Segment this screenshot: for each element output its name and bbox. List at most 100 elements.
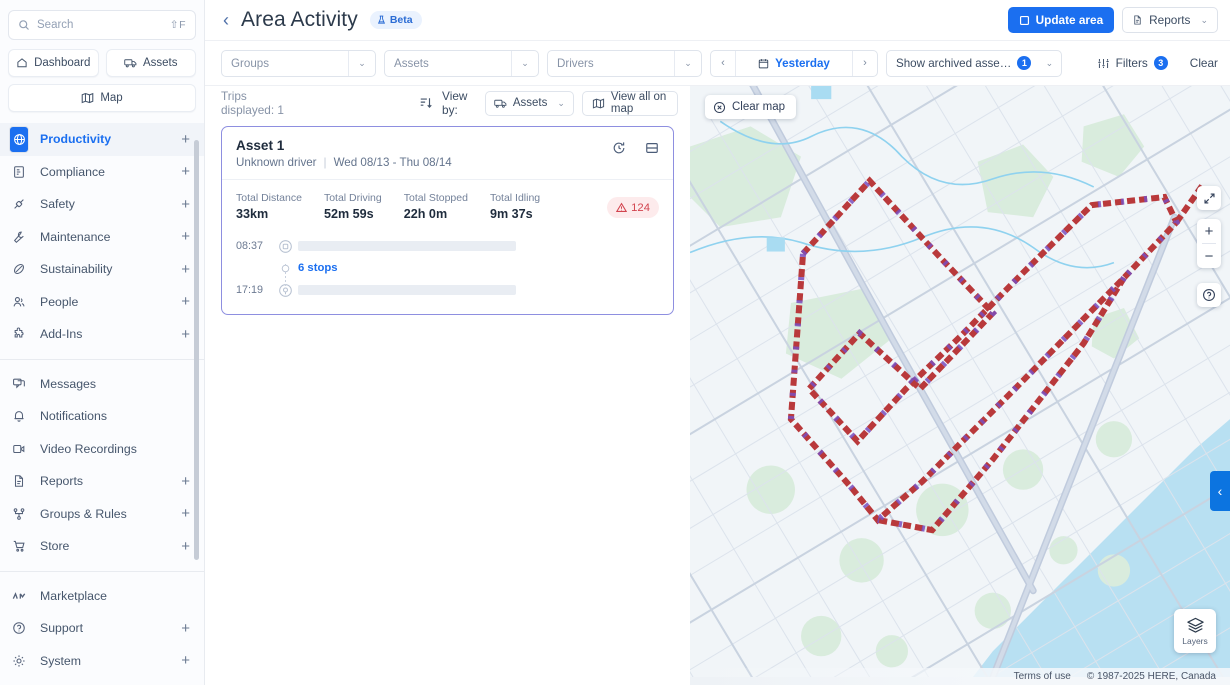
chevron-down-icon[interactable]: ⌄	[1045, 57, 1054, 68]
drivers-select[interactable]: Drivers ⌄	[547, 49, 702, 77]
date-value[interactable]: Yesterday	[735, 50, 853, 76]
update-area-button[interactable]: Update area	[1007, 7, 1115, 33]
warning-icon	[616, 202, 628, 213]
sidebar-item-reports[interactable]: Reports +	[0, 465, 204, 498]
expand-safety-icon[interactable]: +	[181, 195, 190, 213]
quick-link-dashboard-label: Dashboard	[34, 57, 91, 69]
timeline-stops-link[interactable]: 6 stops	[298, 262, 338, 274]
history-icon[interactable]	[612, 141, 626, 155]
sidebar-item-addins[interactable]: Add-Ins +	[0, 318, 204, 351]
clear-map-button[interactable]: Clear map	[705, 95, 797, 119]
date-next-button[interactable]: ›	[863, 57, 867, 69]
expand-system-icon[interactable]: +	[181, 652, 190, 670]
map-tiles	[690, 86, 1230, 678]
sidebar-item-maintenance[interactable]: Maintenance +	[0, 221, 204, 254]
view-all-on-map-label: View all on map	[610, 91, 667, 115]
clear-filters-button[interactable]: Clear	[1189, 56, 1218, 70]
chevron-down-icon[interactable]: ⌄	[674, 50, 701, 76]
expand-maintenance-icon[interactable]: +	[181, 228, 190, 246]
leaf-icon	[9, 259, 29, 279]
map-layers-button[interactable]: Layers	[1174, 609, 1216, 653]
exceptions-badge[interactable]: 124	[607, 197, 659, 218]
chevron-down-icon[interactable]: ⌄	[557, 97, 565, 108]
expand-sustainability-icon[interactable]: +	[181, 260, 190, 278]
map-help-button[interactable]	[1197, 283, 1221, 307]
expand-map-button[interactable]	[1197, 186, 1221, 210]
timeline-end-address-redacted	[298, 285, 516, 295]
sidebar-item-notifications-label: Notifications	[40, 409, 107, 424]
map-canvas[interactable]: Tremaine Rd. Upper Creek Dundas St. Bron…	[690, 86, 1230, 685]
trip-card[interactable]: Asset 1 Unknown driver | Wed 08/13 - Thu…	[221, 126, 674, 315]
trip-card-date-range: Wed 08/13 - Thu 08/14	[333, 156, 452, 169]
zoom-in-button[interactable]: +	[1204, 222, 1214, 240]
chat-icon	[9, 374, 29, 394]
expand-compliance-icon[interactable]: +	[181, 163, 190, 181]
quick-link-assets[interactable]: Assets	[105, 49, 196, 77]
collapse-icon[interactable]	[645, 141, 659, 155]
assets-select[interactable]: Assets ⌄	[384, 49, 539, 77]
sidebar-item-compliance[interactable]: Compliance +	[0, 156, 204, 189]
status-badge: Beta	[369, 11, 422, 29]
update-area-label: Update area	[1035, 13, 1104, 27]
sidebar-item-people[interactable]: People +	[0, 286, 204, 319]
document-icon	[9, 471, 29, 491]
sidebar-item-sustainability[interactable]: Sustainability +	[0, 253, 204, 286]
sidebar-item-groups-rules[interactable]: Groups & Rules +	[0, 498, 204, 531]
search-input[interactable]: Search ⇧F	[8, 10, 196, 40]
timeline-end-time: 17:19	[236, 284, 264, 296]
sidebar-item-people-label: People	[40, 294, 79, 309]
sidebar-item-maintenance-label: Maintenance	[40, 229, 111, 244]
reports-button[interactable]: Reports ⌄	[1122, 7, 1218, 33]
terms-of-use-link[interactable]: Terms of use	[1013, 671, 1071, 682]
expand-support-icon[interactable]: +	[181, 619, 190, 637]
sidebar-item-safety[interactable]: Safety +	[0, 188, 204, 221]
sidebar-item-notifications[interactable]: Notifications	[0, 400, 204, 433]
expand-store-icon[interactable]: +	[181, 537, 190, 555]
expand-people-icon[interactable]: +	[181, 293, 190, 311]
map-icon	[81, 92, 94, 104]
sidebar-item-productivity[interactable]: Productivity +	[0, 123, 204, 156]
side-panel-toggle[interactable]: ‹	[1210, 471, 1230, 511]
sidebar-item-messages[interactable]: Messages	[0, 368, 204, 401]
timeline-end-row: 17:19	[236, 279, 659, 301]
marketplace-icon	[9, 586, 29, 606]
square-icon	[1019, 15, 1030, 26]
date-range-picker[interactable]: ‹ Yesterday ›	[710, 49, 878, 77]
safety-icon	[9, 194, 29, 214]
flask-icon	[377, 15, 386, 25]
quick-link-map[interactable]: Map	[8, 84, 196, 112]
close-circle-icon	[713, 101, 726, 114]
sidebar-scrollbar[interactable]	[194, 140, 199, 560]
groups-select[interactable]: Groups ⌄	[221, 49, 376, 77]
expand-addins-icon[interactable]: +	[181, 325, 190, 343]
sidebar-item-store-label: Store	[40, 539, 70, 554]
truck-icon	[124, 57, 137, 69]
sidebar-item-productivity-label: Productivity	[40, 132, 112, 147]
date-prev-button[interactable]: ‹	[721, 57, 725, 69]
sidebar-item-marketplace[interactable]: Marketplace	[0, 580, 204, 613]
list-toolbar: Trips displayed: 1 View by:	[205, 86, 690, 120]
view-by-select[interactable]: Assets ⌄	[484, 90, 574, 116]
archived-assets-select[interactable]: Show archived asse… 1 ⌄	[886, 49, 1063, 77]
sidebar-nav[interactable]: Productivity + Compliance + Safety	[0, 123, 204, 685]
sidebar-item-messages-label: Messages	[40, 376, 97, 391]
filters-button[interactable]: Filters 3	[1097, 56, 1168, 70]
chevron-down-icon[interactable]: ⌄	[348, 50, 375, 76]
sort-icon[interactable]	[419, 96, 433, 110]
home-icon	[16, 57, 28, 69]
timeline-stops-row[interactable]: 6 stops	[236, 257, 659, 286]
expand-reports-icon[interactable]: +	[181, 472, 190, 490]
sidebar-item-store[interactable]: Store +	[0, 530, 204, 563]
sidebar-item-support[interactable]: Support +	[0, 612, 204, 645]
back-button[interactable]: ‹	[223, 9, 229, 30]
sidebar-item-system[interactable]: System +	[0, 645, 204, 678]
quick-link-dashboard[interactable]: Dashboard	[8, 49, 99, 77]
expand-groups-rules-icon[interactable]: +	[181, 505, 190, 523]
view-all-on-map-button[interactable]: View all on map	[581, 90, 678, 116]
trip-card-separator: |	[323, 156, 327, 169]
chevron-down-icon[interactable]: ⌄	[511, 50, 538, 76]
sidebar-item-video-recordings[interactable]: Video Recordings	[0, 433, 204, 466]
map-zoom-controls[interactable]: + −	[1197, 219, 1221, 268]
zoom-out-button[interactable]: −	[1204, 247, 1214, 265]
expand-productivity-icon[interactable]: +	[181, 130, 190, 148]
